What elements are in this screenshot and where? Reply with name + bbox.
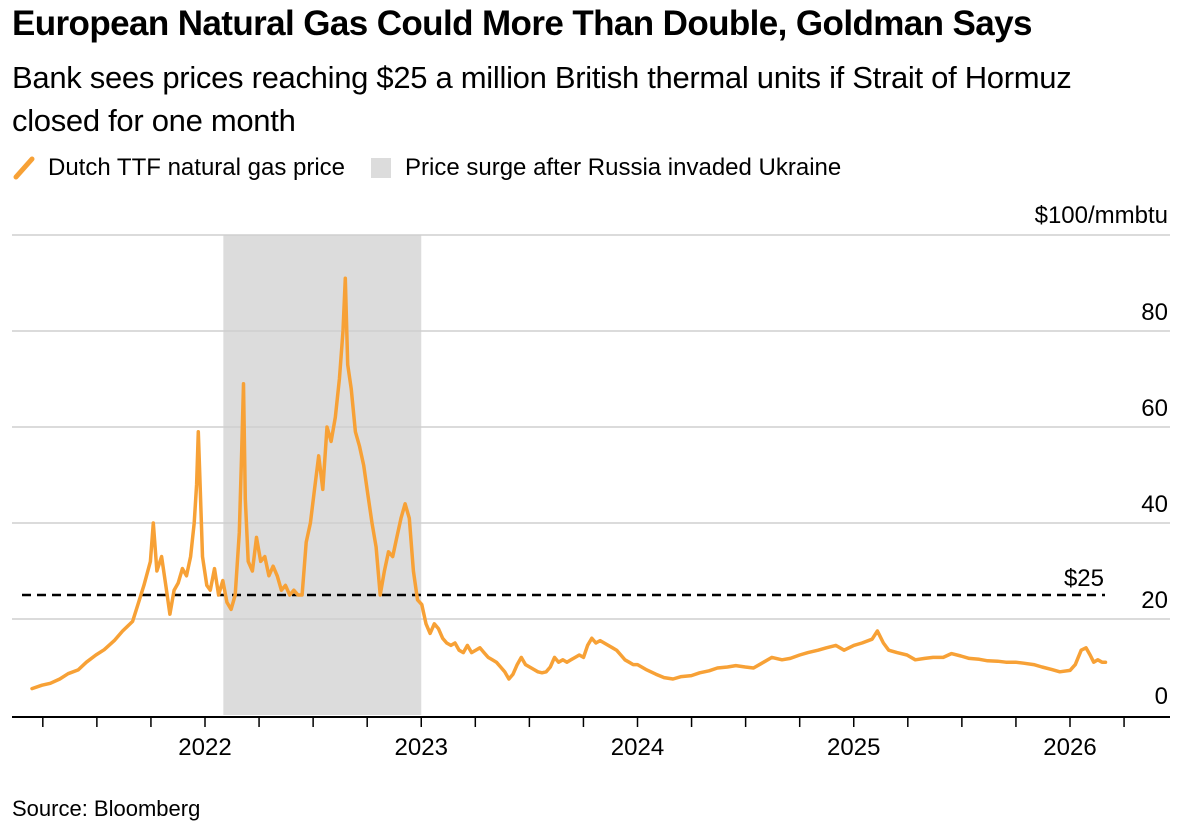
legend-item-series: Dutch TTF natural gas price xyxy=(12,154,345,182)
y-tick-label: 0 xyxy=(1155,683,1168,710)
y-tick-label: $100/mmbtu xyxy=(1035,202,1168,229)
source-note: Source: Bloomberg xyxy=(12,796,201,821)
series-line-ttf xyxy=(30,276,1108,691)
line-swatch-icon xyxy=(13,156,35,180)
line-chart: 0 20 40 60 80 $100/mmbtu 2022 2023 2024 2025 2026 $… xyxy=(12,202,1170,761)
x-tick-label: 2026 xyxy=(1043,734,1096,761)
reference-line-label: $25 xyxy=(1064,565,1104,592)
x-tick-label: 2022 xyxy=(178,734,231,761)
chart-title: European Natural Gas Could More Than Dou… xyxy=(12,4,1032,43)
legend-item-shade: Price surge after Russia invaded Ukraine xyxy=(371,154,841,182)
y-tick-label: 60 xyxy=(1141,395,1168,422)
shade-swatch-icon xyxy=(371,158,392,178)
x-tick-label: 2023 xyxy=(395,734,448,761)
y-tick-label: 40 xyxy=(1141,491,1168,518)
x-tick-label: 2024 xyxy=(611,734,664,761)
x-tick-label: 2025 xyxy=(827,734,880,761)
legend-shade-label: Price surge after Russia invaded Ukraine xyxy=(405,154,842,181)
y-tick-label: 20 xyxy=(1141,587,1168,614)
legend-series-label: Dutch TTF natural gas price xyxy=(48,154,346,181)
y-tick-label: 80 xyxy=(1141,299,1168,326)
chart-subtitle: Bank sees prices reaching $25 a million … xyxy=(12,60,1072,138)
legend: Dutch TTF natural gas price Price surge … xyxy=(12,152,867,184)
